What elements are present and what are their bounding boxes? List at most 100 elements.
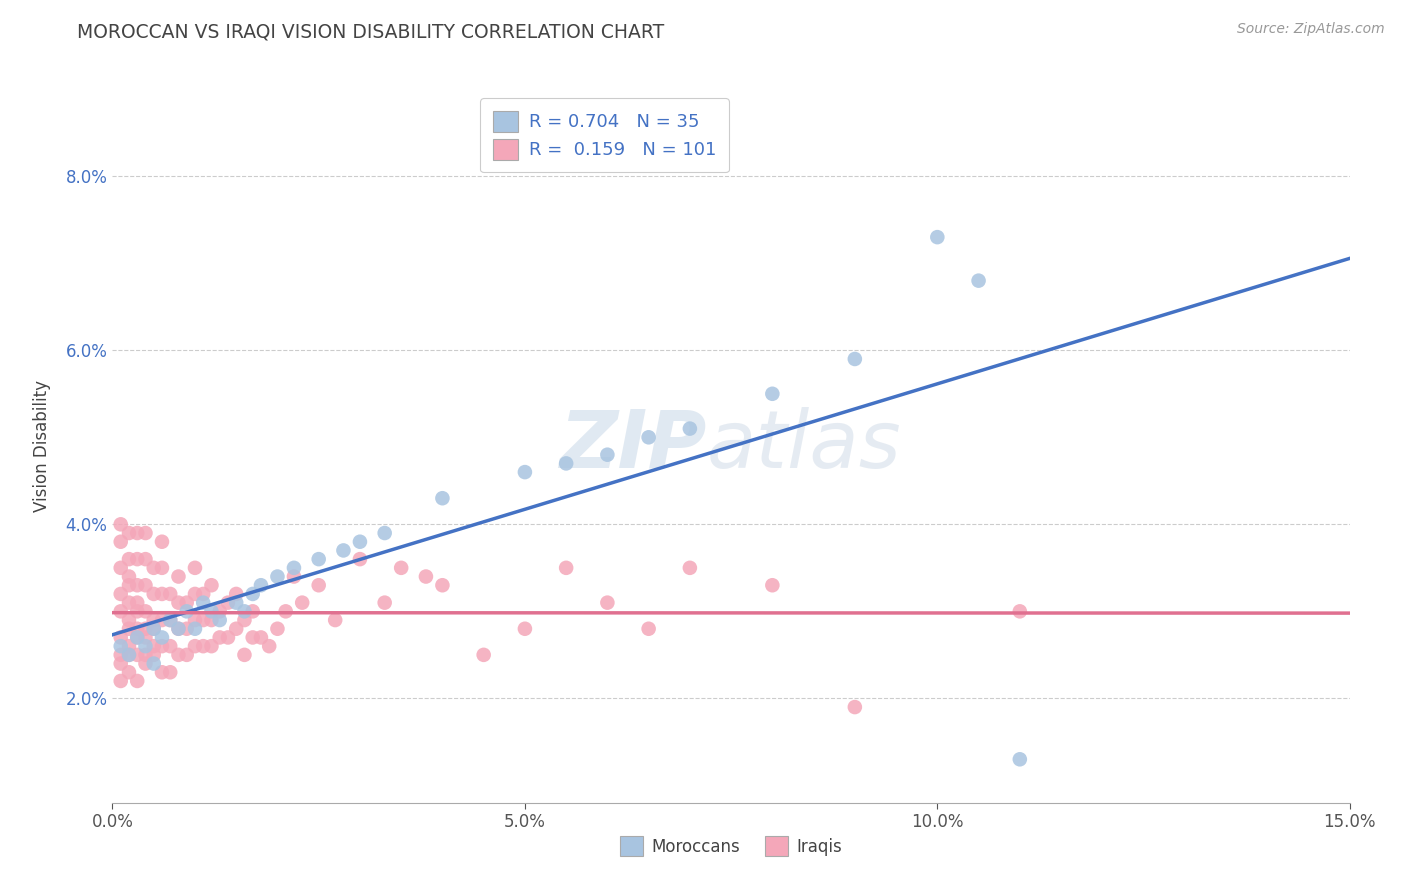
Text: MOROCCAN VS IRAQI VISION DISABILITY CORRELATION CHART: MOROCCAN VS IRAQI VISION DISABILITY CORR… — [77, 22, 665, 41]
Point — [167, 622, 190, 636]
Point — [513, 622, 536, 636]
Point — [110, 648, 132, 662]
Point — [150, 639, 173, 653]
Point — [184, 622, 207, 636]
Point — [266, 569, 288, 583]
Point — [415, 569, 437, 583]
Point — [242, 587, 264, 601]
Point — [127, 526, 149, 541]
Point — [127, 648, 149, 662]
Point — [596, 448, 619, 462]
Point — [291, 596, 314, 610]
Legend: Moroccans, Iraqis: Moroccans, Iraqis — [613, 830, 849, 863]
Point — [555, 457, 578, 471]
Point — [142, 613, 165, 627]
Point — [110, 639, 132, 653]
Point — [118, 665, 141, 680]
Point — [374, 596, 396, 610]
Point — [110, 517, 132, 532]
Point — [142, 639, 165, 653]
Point — [127, 552, 149, 566]
Point — [127, 604, 149, 618]
Point — [176, 596, 198, 610]
Point — [1008, 752, 1031, 766]
Point — [432, 491, 454, 506]
Point — [242, 631, 264, 645]
Point — [193, 596, 215, 610]
Point — [555, 561, 578, 575]
Point — [159, 665, 181, 680]
Point — [127, 631, 149, 645]
Point — [176, 648, 198, 662]
Point — [167, 569, 190, 583]
Point — [389, 561, 412, 575]
Point — [200, 578, 222, 592]
Point — [118, 569, 141, 583]
Point — [118, 648, 141, 662]
Point — [967, 274, 990, 288]
Point — [233, 648, 256, 662]
Point — [596, 596, 619, 610]
Point — [118, 622, 141, 636]
Point — [225, 622, 247, 636]
Point — [159, 639, 181, 653]
Point — [349, 552, 371, 566]
Point — [118, 613, 141, 627]
Point — [374, 526, 396, 541]
Point — [110, 604, 132, 618]
Point — [184, 561, 207, 575]
Point — [150, 534, 173, 549]
Point — [134, 604, 156, 618]
Point — [134, 578, 156, 592]
Point — [208, 613, 231, 627]
Point — [1008, 604, 1031, 618]
Point — [193, 639, 215, 653]
Point — [176, 604, 198, 618]
Point — [200, 613, 222, 627]
Point — [134, 657, 156, 671]
Point — [142, 622, 165, 636]
Point — [142, 561, 165, 575]
Point — [118, 578, 141, 592]
Point — [127, 578, 149, 592]
Point — [217, 596, 239, 610]
Point — [134, 639, 156, 653]
Point — [134, 631, 156, 645]
Point — [283, 569, 305, 583]
Point — [927, 230, 949, 244]
Point — [637, 430, 659, 444]
Point — [134, 526, 156, 541]
Point — [308, 552, 330, 566]
Point — [167, 648, 190, 662]
Point — [208, 631, 231, 645]
Point — [257, 639, 280, 653]
Point — [134, 552, 156, 566]
Point — [142, 648, 165, 662]
Point — [349, 534, 371, 549]
Point — [844, 700, 866, 714]
Y-axis label: Vision Disability: Vision Disability — [32, 380, 51, 512]
Point — [134, 622, 156, 636]
Point — [150, 631, 173, 645]
Point — [200, 639, 222, 653]
Point — [184, 587, 207, 601]
Point — [110, 657, 132, 671]
Point — [176, 622, 198, 636]
Point — [110, 673, 132, 688]
Point — [233, 613, 256, 627]
Point — [332, 543, 354, 558]
Point — [167, 622, 190, 636]
Point — [142, 657, 165, 671]
Point — [167, 596, 190, 610]
Point — [142, 587, 165, 601]
Point — [761, 386, 783, 401]
Point — [134, 648, 156, 662]
Point — [679, 561, 702, 575]
Point — [193, 613, 215, 627]
Point — [118, 526, 141, 541]
Point — [150, 587, 173, 601]
Point — [159, 613, 181, 627]
Point — [110, 631, 132, 645]
Point — [110, 587, 132, 601]
Point — [110, 534, 132, 549]
